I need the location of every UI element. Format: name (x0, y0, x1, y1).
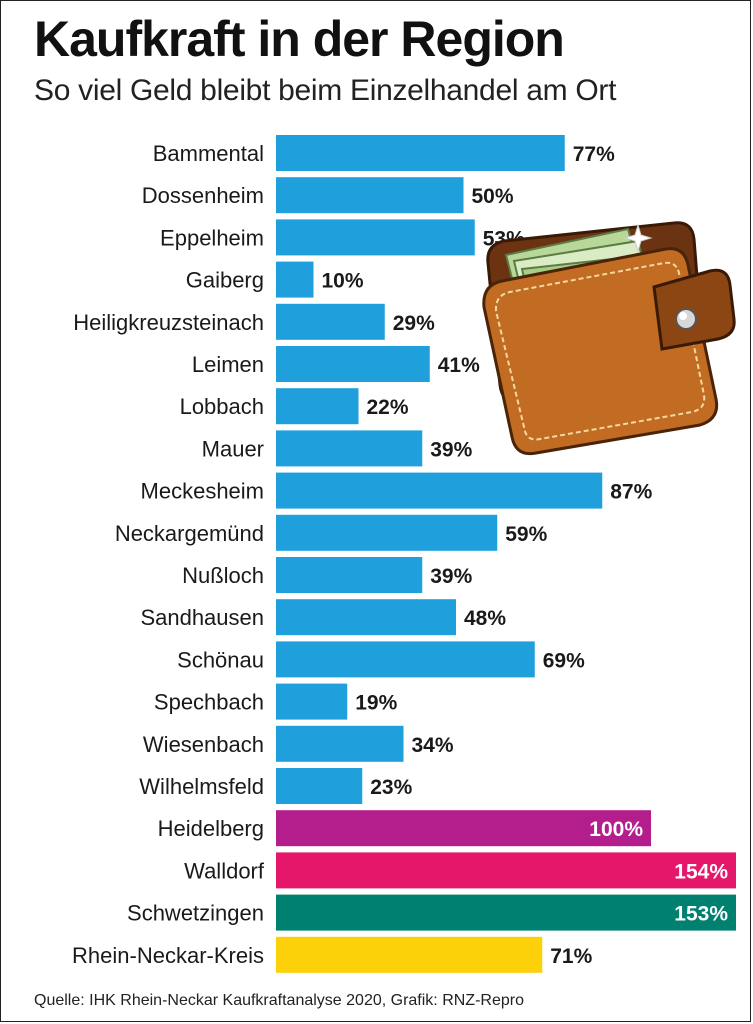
value-label: 100% (589, 818, 643, 841)
bar-wilhelmsfeld (276, 768, 363, 804)
bar-heidelberg (276, 810, 651, 847)
category-label: Bammental (153, 141, 264, 166)
bar-bammental (276, 135, 565, 171)
category-label: Rhein-Neckar-Kreis (72, 943, 264, 968)
bar-heiligkreuzsteinach (276, 303, 385, 340)
value-label: 153% (674, 903, 728, 926)
value-label: 77% (573, 143, 615, 166)
wallet-icon (482, 221, 736, 456)
category-label: Nußloch (182, 563, 264, 588)
value-label: 41% (438, 354, 480, 377)
chart-subtitle: So viel Geld bleibt beim Einzelhandel am… (34, 74, 617, 107)
value-label: 71% (550, 945, 592, 968)
category-label: Meckesheim (141, 479, 264, 504)
category-label: Walldorf (184, 858, 265, 883)
value-label: 19% (355, 692, 397, 715)
bar-neckargemünd (276, 514, 498, 551)
bar-lobbach (276, 388, 359, 425)
value-label: 87% (610, 481, 652, 504)
value-label: 39% (430, 565, 472, 588)
value-label: 50% (472, 185, 514, 208)
value-label: 59% (505, 523, 547, 546)
category-label: Gaiberg (186, 268, 264, 293)
category-label: Dossenheim (142, 183, 264, 208)
category-label: Schönau (177, 647, 264, 672)
bar-dossenheim (276, 177, 464, 214)
category-label: Wilhelmsfeld (139, 774, 264, 799)
value-label: 69% (543, 649, 585, 672)
bar-schönau (276, 641, 535, 678)
category-label: Wiesenbach (143, 732, 264, 757)
bar-sandhausen (276, 599, 456, 636)
chart-title: Kaufkraft in der Region (34, 11, 565, 67)
category-label: Lobbach (180, 394, 264, 419)
value-label: 39% (430, 438, 472, 461)
bar-walldorf (276, 852, 736, 889)
bar-gaiberg (276, 261, 314, 298)
bar-leimen (276, 346, 430, 382)
value-label: 29% (393, 312, 435, 335)
category-label: Heidelberg (158, 816, 264, 841)
bar-eppelheim (276, 219, 475, 256)
value-label: 48% (464, 607, 506, 630)
value-label: 34% (412, 734, 454, 757)
bar-meckesheim (276, 472, 603, 509)
value-label: 22% (367, 396, 409, 419)
category-label: Heiligkreuzsteinach (73, 310, 264, 335)
source-note: Quelle: IHK Rhein-Neckar Kaufkraftanalys… (34, 992, 524, 1009)
value-label: 23% (370, 776, 412, 799)
bar-mauer (276, 430, 423, 467)
category-label: Mauer (202, 436, 264, 461)
category-label: Spechbach (154, 690, 264, 715)
bar-nußloch (276, 557, 423, 593)
category-label: Schwetzingen (127, 901, 264, 926)
bar-spechbach (276, 683, 348, 720)
category-label: Leimen (192, 352, 264, 377)
bars-layer: Bammental 77%Dossenheim 50%Eppelheim 53%Gai… (72, 135, 736, 973)
category-label: Eppelheim (160, 225, 264, 250)
category-label: Neckargemünd (115, 521, 264, 546)
category-label: Sandhausen (140, 605, 264, 630)
bar-wiesenbach (276, 725, 404, 762)
value-label: 154% (674, 860, 728, 883)
bar-rhein-neckar-kreis (276, 936, 543, 973)
bar-schwetzingen (276, 894, 736, 931)
value-label: 10% (322, 270, 364, 293)
